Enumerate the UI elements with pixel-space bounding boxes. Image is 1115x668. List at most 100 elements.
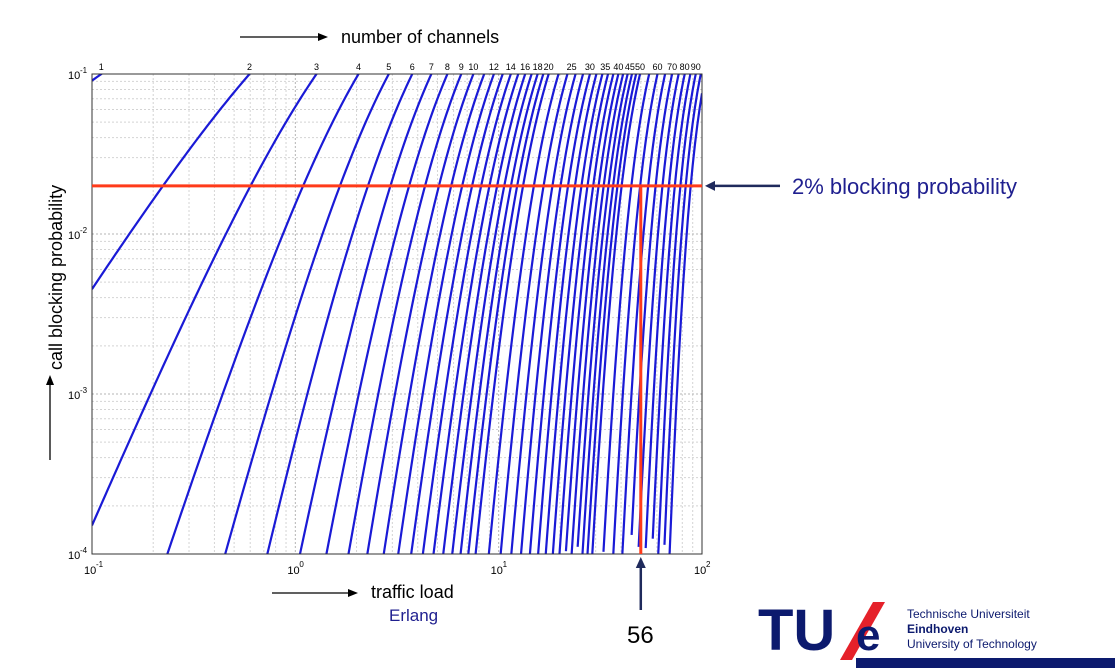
channel-label-80: 80 xyxy=(680,62,690,72)
series-line-n3 xyxy=(92,74,318,526)
series-line-n46 xyxy=(581,74,634,554)
series-line-n75 xyxy=(637,74,680,547)
blocking-callout: 2% blocking probability xyxy=(705,174,1017,199)
channel-labels: 1 2 3 4 5 6 7 8 9 10 12 14 16 18 20 25 30 35 40 45 50 60 70 80 9… xyxy=(99,62,701,72)
channel-label-16: 16 xyxy=(520,62,530,72)
series-line-n95 xyxy=(663,74,702,545)
channel-label-20: 20 xyxy=(544,62,554,72)
x-tick-label-2: 10 xyxy=(491,565,503,577)
arrow-left-icon xyxy=(705,180,715,191)
y-axis-label: call blocking probability xyxy=(46,185,66,370)
series-line-n55 xyxy=(602,74,651,552)
series-line-n80 xyxy=(644,74,686,549)
series-line-n5 xyxy=(224,74,391,554)
series-line-n6 xyxy=(266,74,414,554)
channel-label-50: 50 xyxy=(635,62,645,72)
series-line-n19 xyxy=(467,74,545,554)
channel-label-30: 30 xyxy=(585,62,595,72)
annotations xyxy=(92,184,702,554)
logo-e: e xyxy=(856,611,880,660)
series-line-n1 xyxy=(92,74,104,82)
channel-label-2: 2 xyxy=(247,62,252,72)
y-tick-exponent-1: -2 xyxy=(80,226,88,235)
x-tick-exponent-0: -1 xyxy=(96,560,104,569)
series-line-n17 xyxy=(451,74,533,554)
series-line-n32 xyxy=(537,74,598,554)
series-line-n10 xyxy=(366,74,475,554)
x-tick-exponent-3: 2 xyxy=(706,560,711,569)
traffic-marker-label: 56 xyxy=(627,622,654,649)
series-line-n70 xyxy=(630,74,674,535)
series-line-n20 xyxy=(474,74,550,554)
logo-bar xyxy=(856,658,1115,668)
y-tick-label-3: 10 xyxy=(68,550,80,562)
arrow-up-icon xyxy=(46,375,54,385)
x-tick-label-1: 10 xyxy=(287,565,299,577)
channel-label-8: 8 xyxy=(445,62,450,72)
x-axis-label: traffic load xyxy=(371,582,454,602)
logo-line-2: Eindhoven xyxy=(907,622,968,636)
blocking-label: 2% blocking probability xyxy=(792,174,1017,199)
series-line-n40 xyxy=(564,74,620,552)
channel-label-90: 90 xyxy=(691,62,701,72)
series-line-n50 xyxy=(591,74,642,554)
logo-slash xyxy=(840,602,885,660)
y-tick-label-0: 10 xyxy=(68,70,80,82)
series-line-n42 xyxy=(570,74,625,554)
series-line-n13 xyxy=(410,74,504,554)
channel-label-70: 70 xyxy=(667,62,677,72)
series-line-n65 xyxy=(621,74,667,554)
x-axis-unit: Erlang xyxy=(389,606,438,625)
series-line-n36 xyxy=(551,74,610,554)
series-line-n22 xyxy=(487,74,560,554)
channel-label-40: 40 xyxy=(613,62,623,72)
channel-label-14: 14 xyxy=(506,62,516,72)
y-tick-exponent-2: -3 xyxy=(80,386,88,395)
series-line-n26 xyxy=(510,74,577,554)
series-line-n100 xyxy=(668,93,702,554)
series-line-n85 xyxy=(651,74,692,539)
tue-logo: TU e Technische Universiteit Eindhoven U… xyxy=(758,598,1115,668)
series-line-n4 xyxy=(166,74,360,554)
series-line-n60 xyxy=(612,74,659,554)
series-line-n8 xyxy=(325,74,449,554)
channel-label-5: 5 xyxy=(386,62,391,72)
x-tick-label-0: 10 xyxy=(84,565,96,577)
channel-label-6: 6 xyxy=(410,62,415,72)
x-tick-exponent-2: 1 xyxy=(503,560,508,569)
series-line-n2 xyxy=(92,74,252,290)
y-tick-labels: 10-110-210-310-4 xyxy=(68,66,88,562)
y-tick-exponent-0: -1 xyxy=(80,66,88,75)
series-line-n12 xyxy=(397,74,496,554)
series-line-n30 xyxy=(528,74,592,554)
logo-line-1: Technische Universiteit xyxy=(907,607,1030,621)
channel-label-25: 25 xyxy=(567,62,577,72)
series-line-n15 xyxy=(432,74,520,554)
series-line-n24 xyxy=(499,74,569,554)
logo-line-3: University of Technology xyxy=(907,637,1037,651)
series-line-n48 xyxy=(586,74,638,554)
channel-label-12: 12 xyxy=(489,62,499,72)
channel-label-9: 9 xyxy=(459,62,464,72)
top-axis-label: number of channels xyxy=(341,27,499,47)
channel-label-4: 4 xyxy=(356,62,361,72)
channel-label-60: 60 xyxy=(652,62,662,72)
x-tick-label-3: 10 xyxy=(694,565,706,577)
y-tick-label-1: 10 xyxy=(68,230,80,242)
channel-label-3: 3 xyxy=(314,62,319,72)
x-tick-exponent-1: 0 xyxy=(299,560,304,569)
series-line-n11 xyxy=(382,74,486,554)
x-axis-title: traffic load Erlang xyxy=(272,582,454,625)
series-line-n44 xyxy=(576,74,629,547)
channel-label-45: 45 xyxy=(625,62,635,72)
y-tick-exponent-3: -4 xyxy=(80,546,88,555)
channel-label-35: 35 xyxy=(600,62,610,72)
series-line-n38 xyxy=(558,74,615,554)
y-tick-label-2: 10 xyxy=(68,390,80,402)
series-group xyxy=(92,74,702,554)
plot-frame xyxy=(91,73,703,555)
channel-label-18: 18 xyxy=(533,62,543,72)
y-axis-title: call blocking probability xyxy=(46,185,66,460)
